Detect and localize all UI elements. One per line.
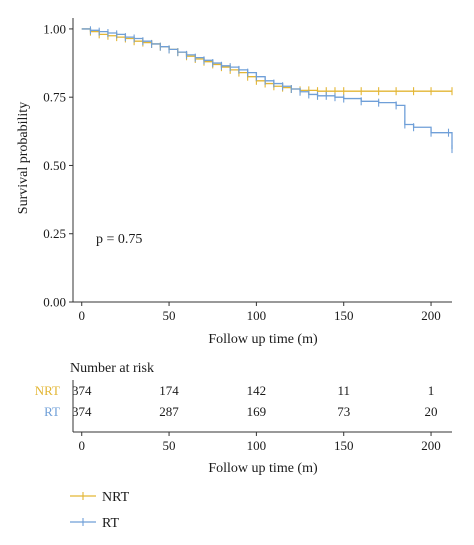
risk-count: 174: [159, 383, 179, 398]
x-tick-label: 0: [78, 308, 85, 323]
y-axis-ticks: 0.00 0.25 0.50 0.75 1.00: [43, 21, 73, 310]
y-tick-label: 0.00: [43, 295, 66, 310]
x-axis-title: Follow up time (m): [208, 332, 318, 347]
x-tick-label: 200: [421, 308, 441, 323]
risk-count: 169: [247, 404, 267, 419]
risk-count: 142: [247, 383, 267, 398]
risk-count: 11: [337, 383, 350, 398]
risk-count: 287: [159, 404, 179, 419]
risk-row-label-nrt: NRT: [35, 383, 60, 398]
risk-count: 374: [72, 404, 92, 419]
p-value-annotation: p = 0.75: [96, 232, 142, 247]
y-tick-label: 1.00: [43, 21, 66, 36]
y-tick-label: 0.50: [43, 158, 66, 173]
risk-row-label-rt: RT: [44, 404, 60, 419]
risk-x-tick-label: 0: [78, 438, 85, 453]
x-tick-label: 50: [163, 308, 176, 323]
x-tick-label: 150: [334, 308, 354, 323]
y-tick-label: 0.75: [43, 90, 66, 105]
risk-rows: NRT 374 174 142 11 1RT 374 287 169 73 20: [35, 380, 438, 432]
risk-x-axis-title: Follow up time (m): [208, 461, 318, 476]
x-axis-ticks: 0 50 100 150 200: [78, 302, 441, 323]
risk-x-tick-label: 150: [334, 438, 354, 453]
risk-x-tick-label: 200: [421, 438, 441, 453]
legend-label-nrt: NRT: [102, 490, 130, 505]
y-tick-label: 0.25: [43, 226, 66, 241]
risk-count: 20: [425, 404, 438, 419]
risk-table-title: Number at risk: [70, 361, 154, 376]
risk-table: Number at risk NRT 374 174 142 11 1RT 374 287 16…: [35, 361, 452, 476]
risk-x-axis-ticks: 0 50 100 150 200: [78, 432, 441, 453]
legend-label-rt: RT: [102, 516, 119, 531]
censor-marks: [89, 26, 453, 154]
risk-x-tick-label: 50: [163, 438, 176, 453]
risk-count: 73: [337, 404, 350, 419]
risk-count: 1: [428, 383, 435, 398]
survival-plot: 0 50 100 150 200 0.00 0.25 0.50 0.75 1.00 Surviv…: [16, 18, 453, 347]
risk-x-tick-label: 100: [247, 438, 267, 453]
y-axis-title: Survival probability: [16, 102, 31, 214]
risk-count: 374: [72, 383, 92, 398]
legend: NRT RT: [70, 490, 130, 531]
x-tick-label: 100: [247, 308, 267, 323]
